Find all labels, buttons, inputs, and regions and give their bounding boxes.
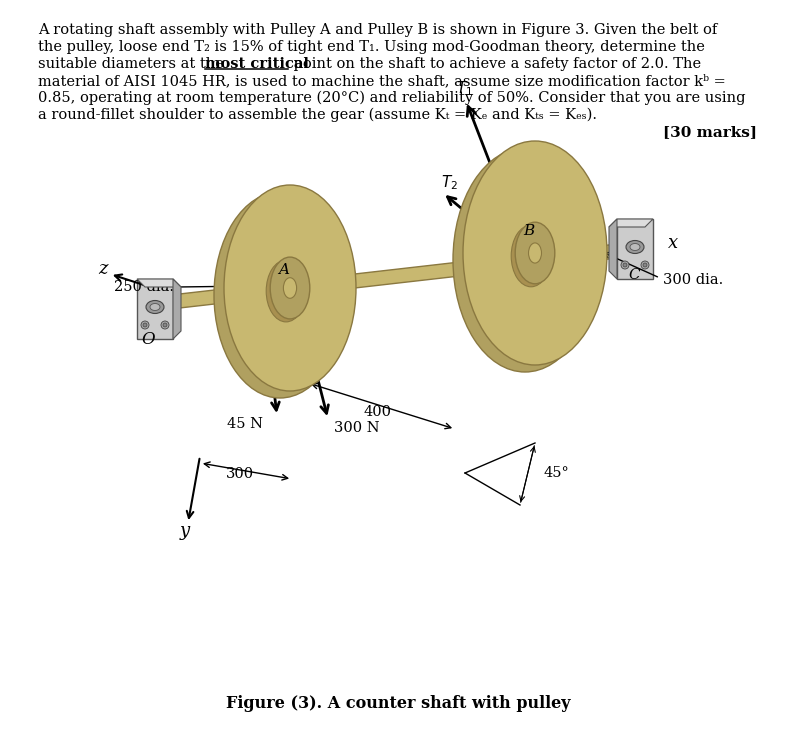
- Ellipse shape: [515, 222, 555, 284]
- Ellipse shape: [150, 304, 160, 310]
- Text: $T_1$: $T_1$: [457, 79, 473, 99]
- Text: most critical: most critical: [205, 57, 309, 71]
- Circle shape: [621, 261, 629, 269]
- Ellipse shape: [626, 241, 644, 253]
- Circle shape: [643, 263, 647, 267]
- Text: point on the shaft to achieve a safety factor of 2.0. The: point on the shaft to achieve a safety f…: [289, 57, 701, 71]
- Circle shape: [141, 321, 149, 329]
- Text: 300 N: 300 N: [334, 421, 380, 435]
- Ellipse shape: [511, 225, 551, 287]
- Text: 300 dia.: 300 dia.: [663, 273, 723, 287]
- Polygon shape: [137, 279, 181, 287]
- Ellipse shape: [630, 244, 640, 250]
- Text: suitable diameters at the: suitable diameters at the: [38, 57, 228, 71]
- Ellipse shape: [270, 257, 310, 319]
- Ellipse shape: [529, 243, 541, 263]
- Text: 250 dia.: 250 dia.: [114, 280, 174, 294]
- Ellipse shape: [266, 260, 306, 322]
- Text: A: A: [279, 263, 289, 277]
- Ellipse shape: [224, 185, 356, 391]
- Circle shape: [163, 323, 167, 327]
- Text: y: y: [180, 522, 190, 540]
- Text: 0.85, operating at room temperature (20°C) and reliability of 50%. Consider that: 0.85, operating at room temperature (20°…: [38, 91, 746, 105]
- Text: z: z: [99, 260, 108, 278]
- Text: O: O: [141, 330, 155, 348]
- Text: $T_2$: $T_2$: [441, 173, 457, 193]
- Circle shape: [623, 263, 627, 267]
- Polygon shape: [173, 279, 181, 339]
- Polygon shape: [617, 219, 653, 279]
- Text: 45 N: 45 N: [227, 417, 263, 431]
- Text: 45°: 45°: [543, 466, 569, 480]
- Ellipse shape: [463, 141, 607, 365]
- Polygon shape: [137, 279, 173, 339]
- Text: [30 marks]: [30 marks]: [663, 125, 757, 139]
- Text: Figure (3). A counter shaft with pulley: Figure (3). A counter shaft with pulley: [226, 694, 570, 711]
- Polygon shape: [162, 242, 635, 310]
- Text: 300: 300: [226, 467, 254, 481]
- Text: C: C: [628, 268, 640, 282]
- Text: the pulley, loose end T₂ is 15% of tight end T₁. Using mod-Goodman theory, deter: the pulley, loose end T₂ is 15% of tight…: [38, 40, 705, 54]
- Text: material of AISI 1045 HR, is used to machine the shaft, assume size modification: material of AISI 1045 HR, is used to mac…: [38, 74, 726, 88]
- Polygon shape: [609, 219, 653, 227]
- Circle shape: [143, 323, 147, 327]
- Text: A rotating shaft assembly with Pulley A and Pulley B is shown in Figure 3. Given: A rotating shaft assembly with Pulley A …: [38, 23, 717, 37]
- Text: 400: 400: [364, 405, 392, 419]
- Text: 20 dia.: 20 dia.: [257, 239, 308, 253]
- Ellipse shape: [146, 301, 164, 313]
- Text: a round-fillet shoulder to assemble the gear (assume Kₜ = Kₑ and Kₜₛ = Kₑₛ).: a round-fillet shoulder to assemble the …: [38, 108, 597, 122]
- Circle shape: [161, 321, 169, 329]
- Text: 150: 150: [537, 340, 565, 354]
- Circle shape: [641, 261, 649, 269]
- Ellipse shape: [214, 192, 346, 398]
- Ellipse shape: [453, 148, 597, 372]
- Ellipse shape: [284, 278, 296, 299]
- Text: x: x: [668, 234, 678, 252]
- Polygon shape: [609, 219, 617, 279]
- Text: B: B: [523, 224, 534, 238]
